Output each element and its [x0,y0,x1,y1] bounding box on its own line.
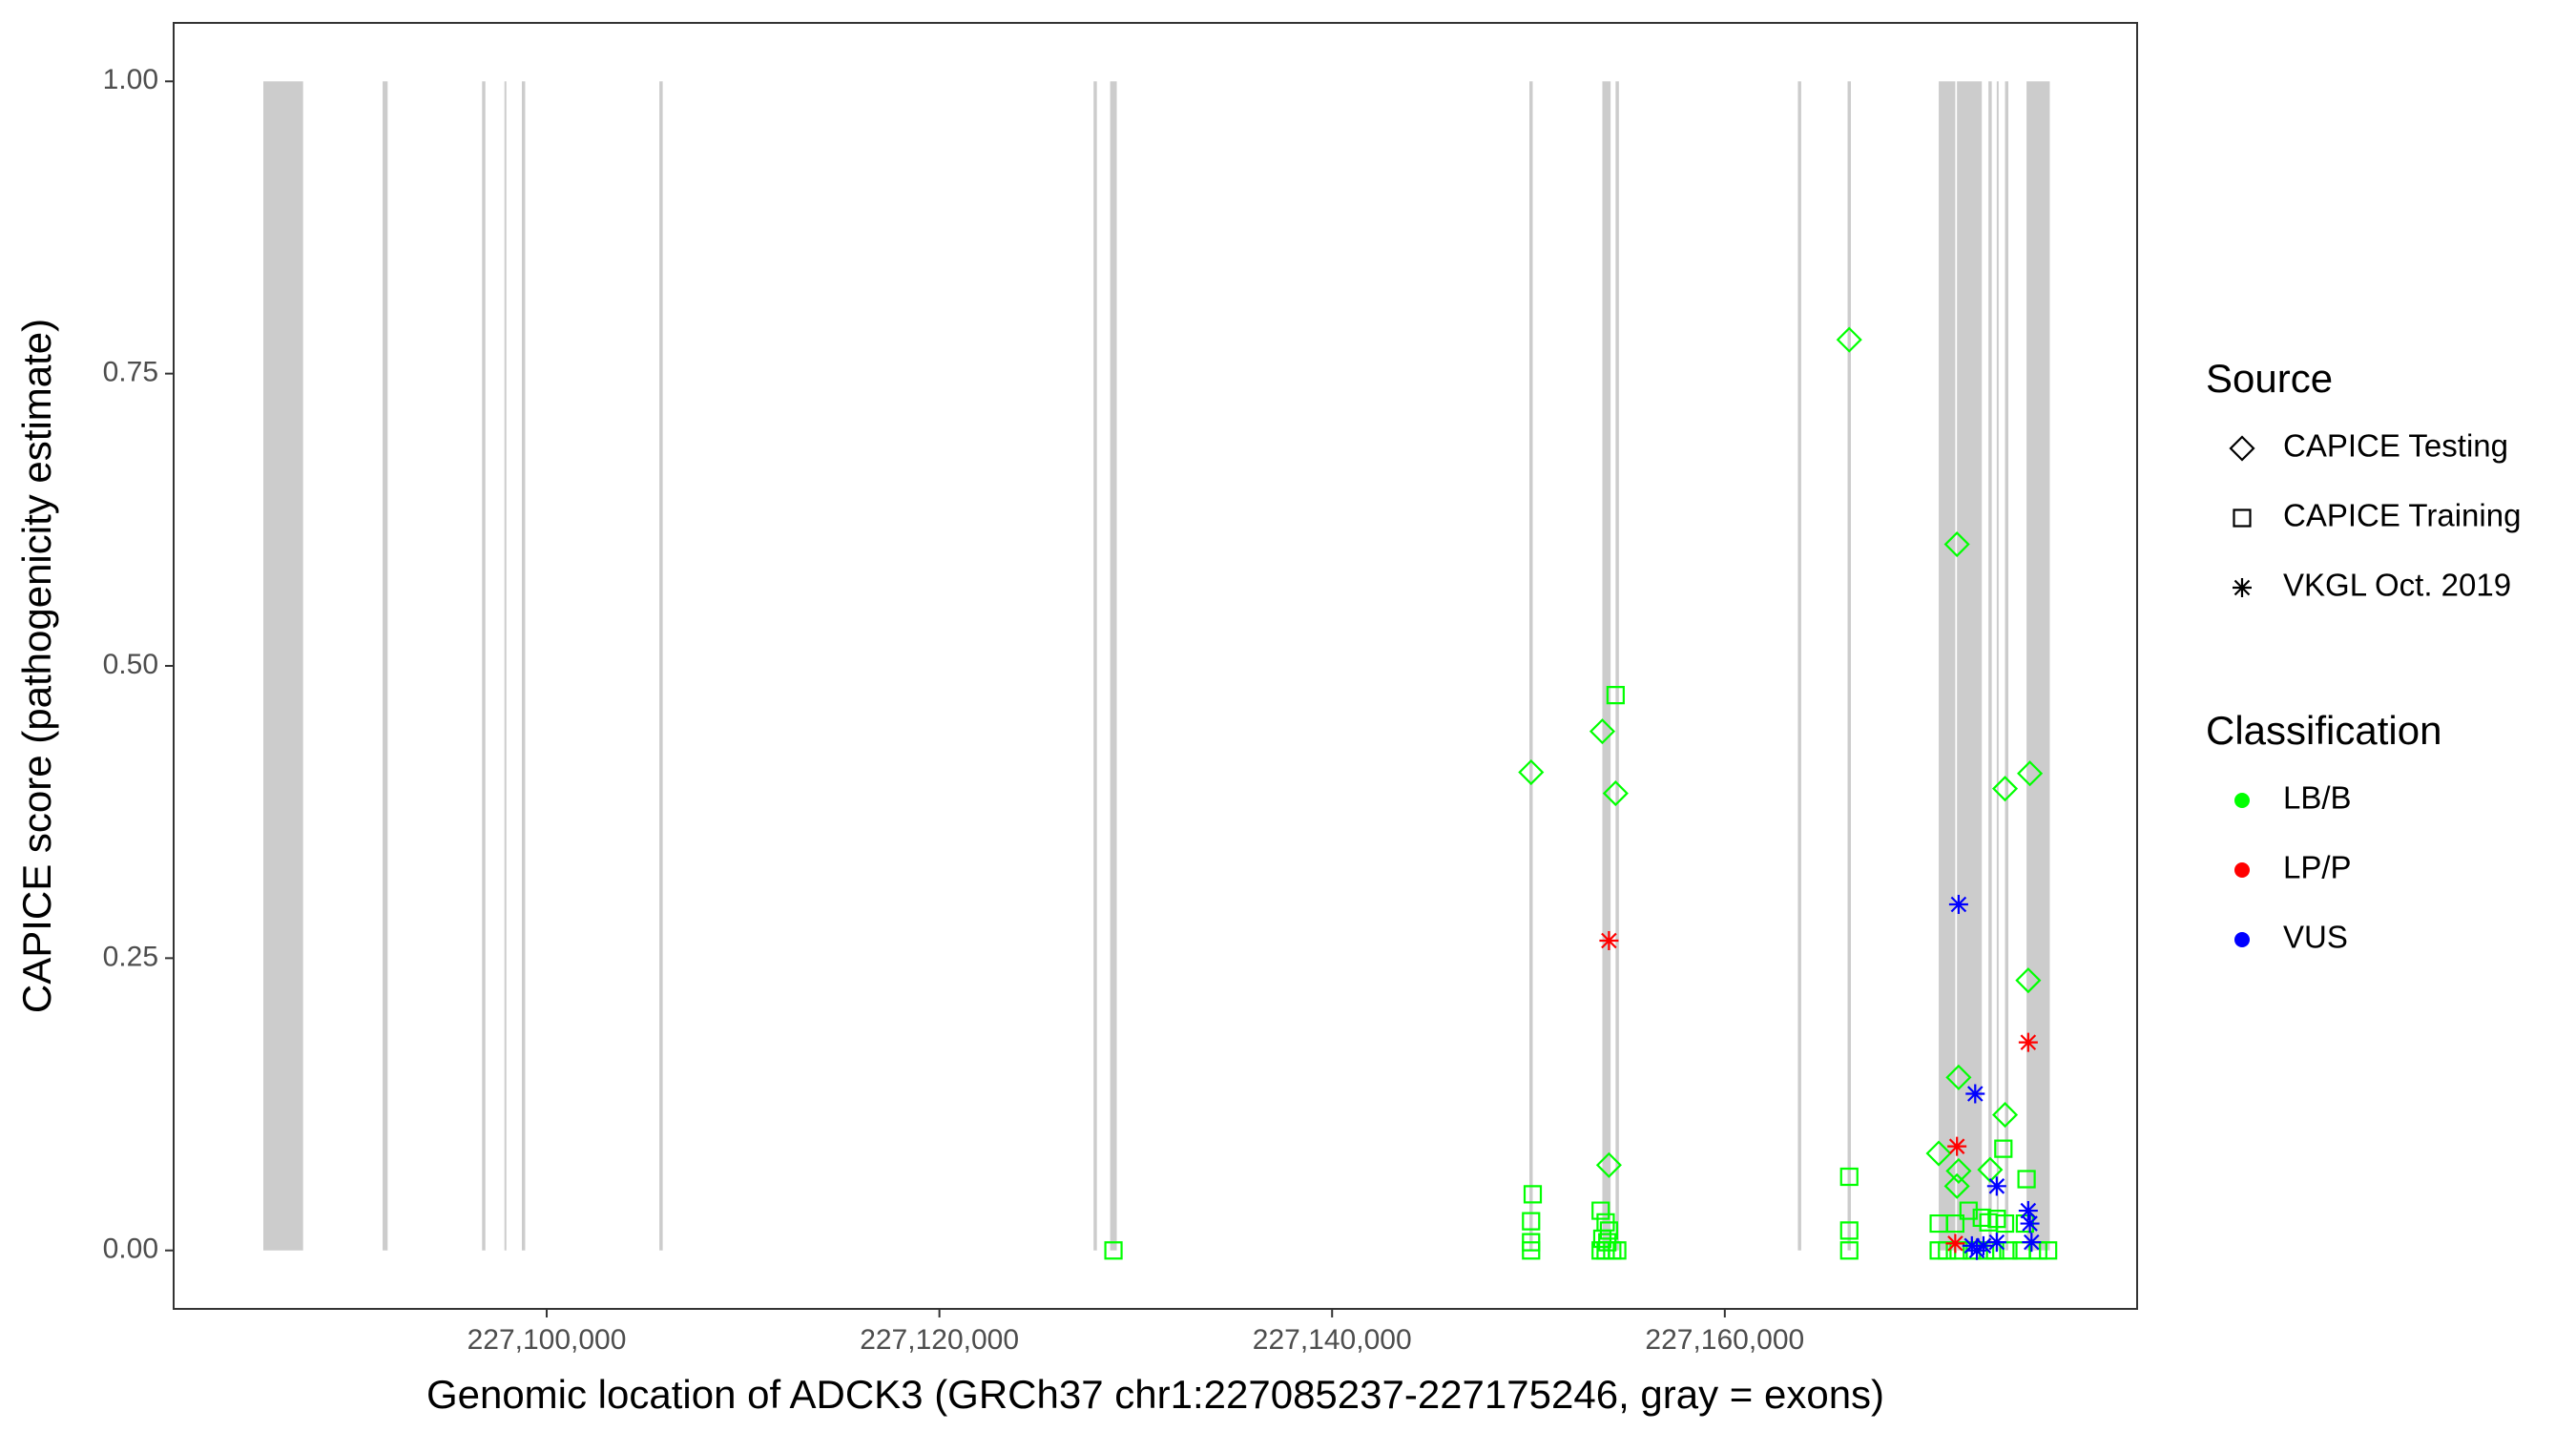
y-axis-title: CAPICE score (pathogenicity estimate) [14,319,59,1013]
exon [482,81,486,1251]
legend-label: VUS [2283,920,2348,955]
point [1977,1156,2004,1183]
y-tick-label: 0.50 [103,649,158,680]
exon [1847,81,1852,1251]
point [1973,1235,1993,1255]
point [1945,1234,1965,1254]
point [1602,780,1629,807]
point [1995,1213,2015,1234]
point [1943,530,1970,558]
point [2022,1233,2042,1253]
exon [659,81,663,1251]
x-tick-label: 227,120,000 [860,1324,1019,1356]
exon [1615,81,1619,1251]
y-tick-label: 0.25 [103,941,158,972]
point [1986,1176,2006,1196]
x-tick-label: 227,160,000 [1645,1324,1804,1356]
point [1945,1213,1965,1234]
exon [1797,81,1801,1251]
point [1596,1213,1615,1232]
point [1925,1140,1952,1167]
exon [1093,81,1097,1251]
legend-label: LB/B [2283,780,2352,816]
point [1945,1157,1972,1184]
point [1948,894,1968,914]
y-tick-label: 0.00 [103,1234,158,1265]
point [1608,1241,1627,1260]
point [2018,1201,2038,1221]
legend-key [2233,578,2252,597]
point [1839,1167,1859,1187]
exon [1110,81,1117,1251]
exon [521,81,526,1251]
exon [2005,81,2009,1251]
point [1839,1241,1859,1260]
legend-label: VKGL Oct. 2019 [2283,568,2511,603]
exon [383,81,388,1251]
point [1839,1221,1859,1240]
point [1598,1233,1617,1252]
legend-title: Source [2206,356,2333,401]
point [1522,1212,1541,1231]
point [1994,1139,2013,1158]
point [2015,967,2042,994]
point [1986,1233,2006,1253]
exon [504,81,507,1251]
exon [1957,81,1983,1251]
x-tick-label: 227,140,000 [1253,1324,1412,1356]
plot-border [173,22,2138,1310]
exon [263,81,303,1251]
y-tick-label: 1.00 [103,64,158,95]
legend-key [2234,862,2250,878]
point [1836,326,1862,353]
point [2039,1241,2058,1260]
legend-title: Classification [2206,708,2441,753]
point [2018,1032,2038,1052]
y-tick-label: 0.75 [103,357,158,388]
point [1599,930,1619,950]
point [1945,1064,1972,1090]
point [1595,1151,1622,1178]
point [2017,760,2044,787]
exon [2026,81,2050,1251]
point [1943,1172,1970,1199]
point [1959,1201,1978,1220]
point [1967,1240,1987,1260]
point [1606,686,1625,705]
point [1591,1201,1610,1220]
exon [1602,81,1611,1251]
point [1589,718,1616,745]
legend-key [2229,435,2255,462]
legend-label: CAPICE Testing [2283,428,2508,464]
point [2017,1170,2036,1189]
point [2020,1213,2040,1234]
legend-key [2233,508,2252,528]
point [1987,1210,2006,1229]
point [1972,1208,1991,1228]
x-tick-label: 227,100,000 [467,1324,627,1356]
point [1104,1241,1123,1260]
point [1522,1241,1541,1260]
exon [1988,81,1992,1251]
point [1947,1136,1967,1156]
legend-key [2234,932,2250,947]
legend-label: CAPICE Training [2283,498,2521,533]
exon [1996,81,1999,1251]
x-axis-title: Genomic location of ADCK3 (GRCh37 chr1:2… [426,1372,1884,1417]
point [1518,758,1545,786]
point [1523,1185,1543,1204]
point [1991,1102,2019,1129]
point [1965,1084,1985,1104]
legend-key [2234,793,2250,808]
legend-label: LP/P [2283,850,2352,885]
point [1991,776,2019,802]
exon [1529,81,1533,1251]
exon [1939,81,1956,1251]
